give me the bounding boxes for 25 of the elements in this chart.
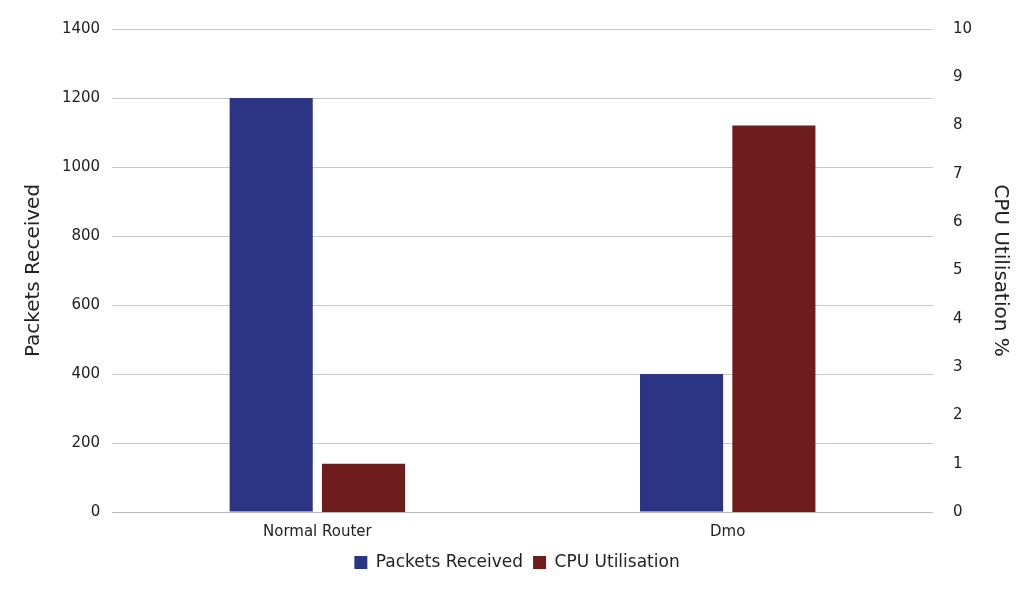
x-tick-label: Dmo (710, 521, 746, 540)
y2-tick-label: 4 (952, 308, 963, 327)
y-tick-label: 200 (71, 432, 101, 451)
y2-tick-label: 1 (952, 453, 963, 472)
y-tick-label: 1400 (61, 18, 101, 37)
y-tick-label: 400 (71, 363, 101, 382)
legend-label: Packets Received (375, 550, 524, 571)
y-tick-label: 800 (71, 225, 101, 244)
x-tick-label: Normal Router (262, 521, 373, 540)
legend-label: CPU Utilisation (554, 550, 680, 571)
y2-tick-label: 2 (952, 405, 963, 424)
y2-tick-label: 7 (952, 163, 963, 182)
y2-tick-label: 6 (952, 212, 963, 231)
y-tick-label: 600 (71, 294, 101, 313)
y-tick-label: 1000 (61, 156, 101, 175)
y2-tick-label: 9 (952, 67, 963, 86)
y2-tick-label: 5 (952, 260, 963, 279)
y-axis-title: Packets Received (20, 183, 45, 358)
y2-tick-label: 3 (952, 356, 963, 375)
y-tick-label: 1200 (61, 87, 101, 106)
y-tick-label: 0 (90, 501, 101, 520)
y2-tick-label: 0 (952, 501, 963, 520)
y2-axis-title: CPU Utilisation % (989, 184, 1014, 357)
y2-tick-label: 8 (952, 115, 963, 134)
y2-tick-label: 10 (952, 18, 973, 37)
